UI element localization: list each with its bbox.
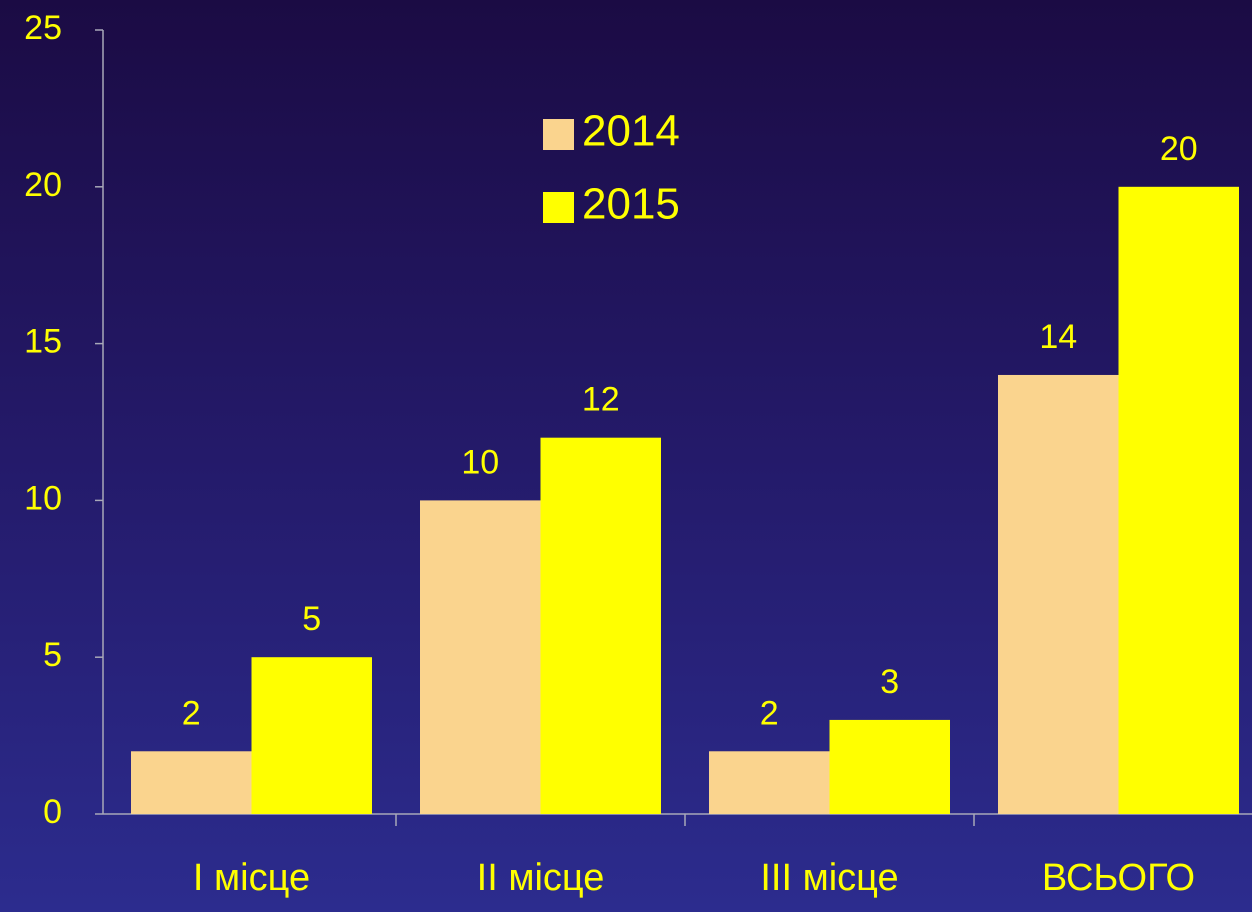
bar xyxy=(131,751,252,814)
y-tick-label: 20 xyxy=(24,166,62,204)
bar xyxy=(251,657,372,814)
value-label: 2 xyxy=(760,694,779,732)
x-tick-label: ІІІ місце xyxy=(760,857,898,899)
legend-label: 2015 xyxy=(582,180,680,229)
value-label: 12 xyxy=(582,381,620,419)
value-label: 10 xyxy=(461,443,499,481)
bar xyxy=(709,751,830,814)
value-label: 14 xyxy=(1039,318,1077,356)
value-label: 2 xyxy=(182,694,201,732)
value-label: 20 xyxy=(1160,130,1198,168)
bar xyxy=(540,437,661,814)
y-tick-label: 25 xyxy=(24,9,62,47)
y-tick-label: 10 xyxy=(24,479,62,517)
bar xyxy=(1118,186,1239,815)
legend-swatch xyxy=(543,192,574,223)
x-tick-label: ВСЬОГО xyxy=(1042,857,1195,899)
value-label: 3 xyxy=(880,663,899,701)
y-tick-label: 0 xyxy=(43,793,62,831)
bar xyxy=(998,374,1119,814)
x-tick-label: І місце xyxy=(193,857,310,899)
value-label: 5 xyxy=(302,600,321,638)
y-tick-label: 5 xyxy=(43,636,62,674)
bar xyxy=(420,500,541,814)
bar xyxy=(829,719,950,814)
legend-swatch xyxy=(543,119,574,150)
x-tick-label: ІІ місце xyxy=(477,857,605,899)
legend-label: 2014 xyxy=(582,107,680,156)
y-tick-label: 15 xyxy=(24,323,62,361)
